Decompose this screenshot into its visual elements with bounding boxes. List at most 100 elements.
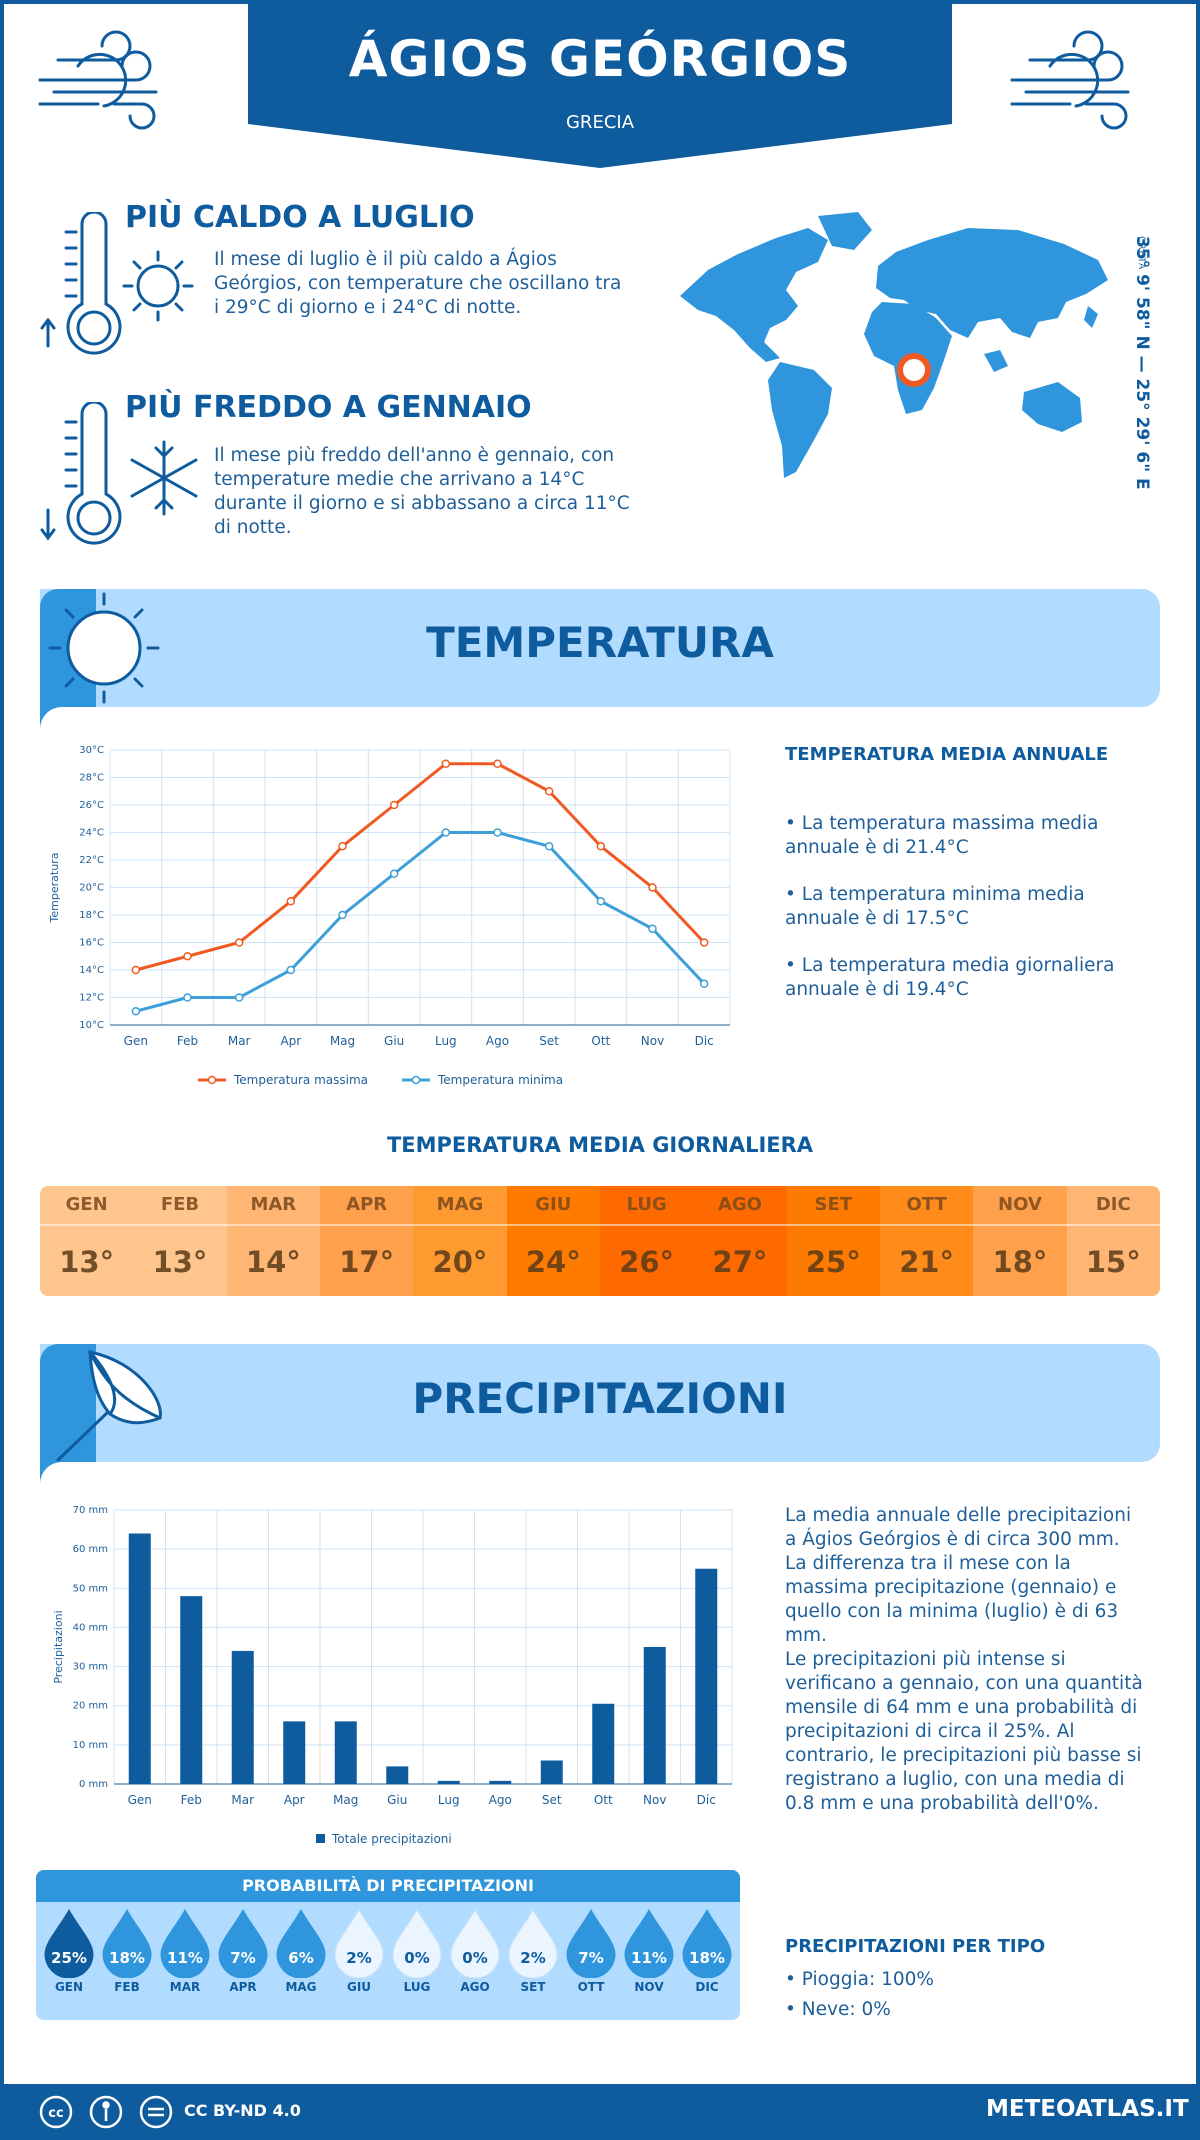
annual-temp-title: TEMPERATURA MEDIA ANNUALE (785, 744, 1109, 765)
prob-value: 7% (578, 1949, 603, 1967)
x-tick-label: Dic (697, 1793, 716, 1807)
data-point (596, 842, 606, 851)
prob-value: 2% (346, 1949, 371, 1967)
data-point (544, 787, 554, 796)
wind-icon (38, 30, 158, 130)
precip-bar (334, 1721, 357, 1784)
month-label: GIU (535, 1194, 572, 1215)
month-temp-value: 20° (413, 1224, 507, 1298)
data-point (596, 897, 606, 906)
x-tick-label: Nov (643, 1793, 666, 1807)
raindrop-icon: 18% (682, 1908, 732, 1978)
warmest-title: PIÙ CALDO A LUGLIO (125, 200, 475, 235)
x-tick-label: Nov (641, 1034, 664, 1048)
month-temp-value: 25° (786, 1224, 880, 1298)
legend-marker (411, 1075, 421, 1085)
month-temp-value: 24° (506, 1224, 600, 1298)
x-tick-label: Ago (486, 1034, 509, 1048)
month-label: FEB (160, 1194, 200, 1215)
precip-prob-drop: 11% MAR (156, 1908, 214, 1994)
raindrop-icon: 25% (44, 1908, 94, 1978)
data-point (544, 842, 554, 851)
data-point (131, 1007, 141, 1016)
drop-shape (450, 1908, 500, 1978)
raindrop-icon: 6% (276, 1908, 326, 1978)
month-temp-value: 26° (599, 1224, 694, 1298)
x-tick-label: Set (539, 1034, 559, 1048)
coldest-text: Il mese più freddo dell'anno è gennaio, … (214, 445, 630, 538)
y-tick-label: 60 mm (73, 1544, 108, 1555)
raindrop-icon: 2% (334, 1908, 384, 1978)
wind-icon (1010, 30, 1130, 130)
data-point (389, 800, 399, 810)
site-link[interactable]: METEOATLAS.IT (986, 2096, 1189, 2122)
y-tick-label: 50 mm (73, 1583, 108, 1594)
precip-prob-drop: 7% APR (214, 1908, 272, 1994)
precip-bar (643, 1647, 666, 1784)
x-tick-label: Giu (384, 1034, 404, 1048)
x-tick-label: Feb (177, 1034, 198, 1048)
precip-bar (231, 1650, 254, 1784)
prob-value: 6% (288, 1949, 313, 1967)
month-label: SET (814, 1194, 853, 1215)
legend-label: Temperatura minima (437, 1073, 563, 1087)
raindrop-icon: 2% (508, 1908, 558, 1978)
data-point (699, 938, 709, 947)
precip-detail-text: Le precipitazioni più intense si verific… (785, 1649, 1143, 1814)
precip-probability-box: PROBABILITÀ DI PRECIPITAZIONI 25% GEN 18% F… (36, 1870, 740, 2020)
y-tick-label: 26°C (79, 800, 104, 811)
location-marker-icon (897, 353, 931, 387)
precip-prob-drop: 18% FEB (98, 1908, 156, 1994)
region-label: CRETA (1136, 236, 1146, 271)
header-banner: ÁGIOS GEÓRGIOS GRECIA (248, 0, 952, 168)
month-label: MAR (250, 1194, 297, 1215)
y-tick-label: 30 mm (73, 1662, 108, 1673)
raindrop-icon: 7% (566, 1908, 616, 1978)
drop-shape (392, 1908, 442, 1978)
drop-shape (276, 1908, 326, 1978)
daily-temp-cell: GIU 24° (506, 1186, 600, 1298)
y-tick-label: 28°C (79, 773, 104, 784)
y-tick-label: 12°C (79, 993, 104, 1004)
prob-value: 18% (109, 1949, 145, 1967)
month-label: MAG (285, 1980, 317, 1994)
drop-shape (334, 1908, 384, 1978)
prob-value: 7% (230, 1949, 255, 1967)
x-tick-label: Mar (228, 1034, 251, 1048)
warmest-text: Il mese di luglio è il più caldo a Ágios… (214, 249, 622, 318)
x-tick-label: Mar (231, 1793, 254, 1807)
month-label: DIC (1095, 1194, 1131, 1215)
daily-temp-cell: LUG 26° (599, 1186, 694, 1298)
precip-summary-text: La media annuale delle precipitazioni a … (785, 1505, 1132, 1646)
x-tick-label: Apr (280, 1034, 301, 1048)
data-point (286, 965, 296, 975)
data-point (286, 897, 296, 906)
month-temp-value: 21° (879, 1224, 974, 1298)
y-tick-label: 10 mm (73, 1740, 108, 1751)
data-point (234, 938, 244, 947)
month-temp-value: 17° (319, 1224, 414, 1298)
rain-share: • Pioggia: 100% (785, 1969, 934, 1990)
series-line-max (135, 762, 706, 972)
data-point (441, 759, 451, 768)
x-tick-label: Feb (181, 1793, 202, 1807)
month-temp-value: 18° (973, 1224, 1067, 1298)
daily-temp-cell: GEN 13° (40, 1186, 134, 1296)
y-tick-label: 70 mm (73, 1505, 108, 1516)
precip-bar (437, 1780, 460, 1784)
month-label: APR (346, 1194, 388, 1215)
annual-mean-text: • La temperatura media giornaliera annua… (785, 955, 1115, 1000)
month-label: LUG (626, 1194, 667, 1215)
daily-temp-cell: OTT 21° (879, 1186, 974, 1298)
prob-value: 0% (462, 1949, 487, 1967)
month-label: GIU (346, 1980, 372, 1994)
y-tick-label: 40 mm (73, 1622, 108, 1633)
drop-shape (624, 1908, 674, 1978)
data-point (234, 993, 244, 1002)
x-tick-label: Ago (489, 1793, 512, 1807)
prob-value: 25% (51, 1949, 87, 1967)
series-line-min (135, 831, 706, 1013)
temperature-title: TEMPERATURA (426, 618, 774, 667)
prob-value: 18% (689, 1949, 725, 1967)
daily-temp-cell: MAR 14° (226, 1186, 320, 1296)
